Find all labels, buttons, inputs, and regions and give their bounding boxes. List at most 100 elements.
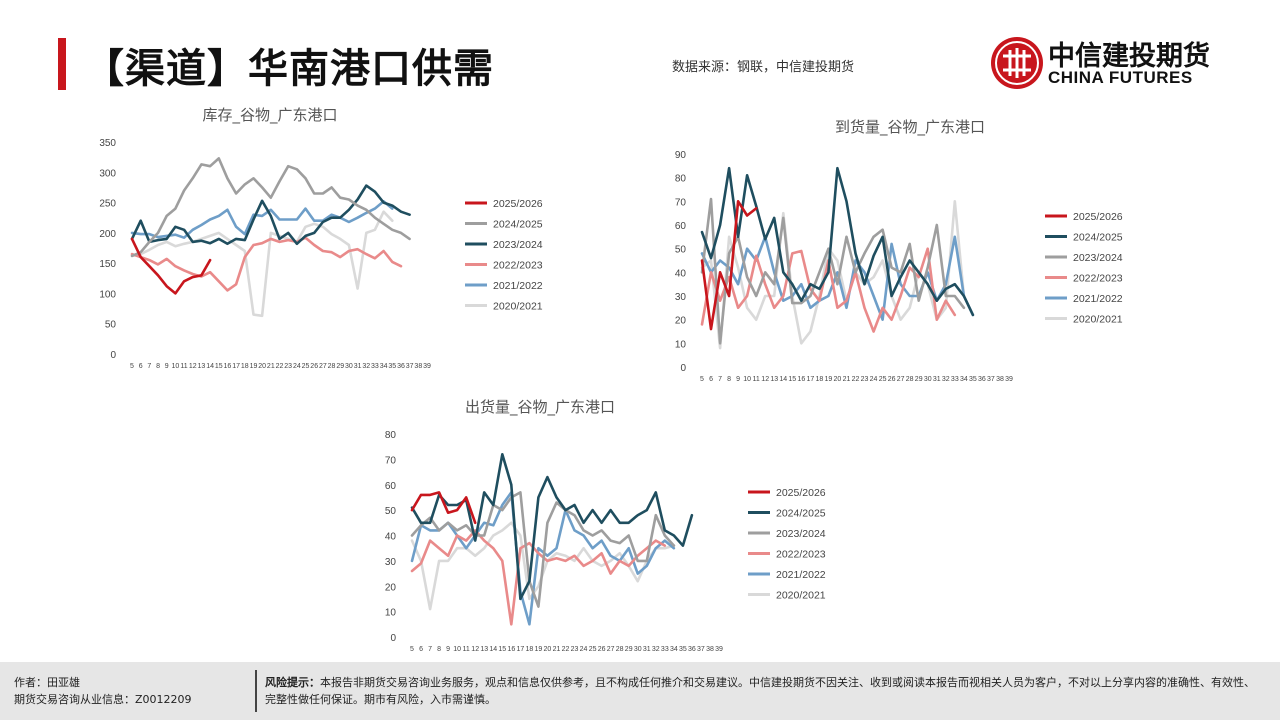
x-tick-label: 15 [788,376,796,383]
data-source: 数据来源：钢联，中信建投期货 [672,60,855,75]
y-tick-label: 300 [99,168,116,179]
x-tick-label: 19 [250,363,258,370]
x-tick-label: 30 [634,646,642,653]
x-tick-label: 7 [428,646,432,653]
x-tick-label: 5 [130,363,134,370]
x-tick-label: 20 [544,646,552,653]
x-tick-label: 16 [507,646,515,653]
x-tick-label: 36 [978,376,986,383]
x-tick-label: 7 [718,376,722,383]
x-tick-label: 26 [888,376,896,383]
x-tick-label: 36 [397,363,405,370]
y-tick-label: 100 [99,289,116,300]
series-line [410,453,694,601]
x-tick-label: 30 [345,363,353,370]
y-tick-label: 0 [680,363,686,374]
legend-label: 2023/2024 [776,528,826,540]
legend-label: 2025/2026 [776,487,826,499]
x-tick-label: 26 [310,363,318,370]
x-tick-label: 6 [709,376,713,383]
chart-title: 库存_谷物_广东港口 [202,106,337,125]
x-tick-label: 31 [354,363,362,370]
page-title: 【渠道】华南港口供需 [84,46,494,92]
x-tick-label: 33 [661,646,669,653]
y-tick-label: 50 [675,245,687,256]
y-tick-label: 60 [675,221,687,232]
y-tick-label: 250 [99,199,116,210]
x-tick-label: 10 [453,646,461,653]
series-line [700,197,966,345]
x-tick-label: 22 [276,363,284,370]
x-tick-label: 22 [562,646,570,653]
x-tick-label: 36 [688,646,696,653]
y-tick-label: 20 [385,582,397,593]
x-tick-label: 32 [362,363,370,370]
y-tick-label: 90 [675,150,687,161]
legend-label: 2023/2024 [493,239,543,251]
x-tick-label: 24 [580,646,588,653]
x-tick-label: 9 [446,646,450,653]
x-tick-label: 10 [743,376,751,383]
x-tick-label: 25 [302,363,310,370]
legend-label: 2022/2023 [493,260,543,272]
y-tick-label: 70 [675,197,687,208]
x-tick-label: 33 [951,376,959,383]
x-tick-label: 6 [419,646,423,653]
title-accent-bar [58,38,66,90]
x-tick-label: 23 [861,376,869,383]
y-tick-label: 80 [385,430,397,441]
logo-chinese-name: 中信建投期货 [1048,41,1210,72]
y-tick-label: 40 [385,532,397,543]
x-tick-label: 37 [987,376,995,383]
x-tick-label: 13 [480,646,488,653]
x-tick-label: 17 [806,376,814,383]
x-tick-label: 15 [215,363,223,370]
legend-label: 2022/2023 [776,549,826,561]
series-line [410,491,676,626]
x-tick-label: 34 [380,363,388,370]
x-tick-label: 10 [171,363,179,370]
footer-divider [255,670,257,712]
legend-label: 2024/2025 [493,219,543,231]
legend-label: 2021/2022 [493,280,543,292]
x-tick-label: 24 [293,363,301,370]
x-tick-label: 30 [924,376,932,383]
x-tick-label: 11 [753,376,760,383]
x-tick-label: 16 [797,376,805,383]
y-tick-label: 30 [385,557,397,568]
x-tick-label: 35 [969,376,977,383]
x-tick-label: 18 [815,376,823,383]
x-tick-label: 19 [535,646,543,653]
legend-label: 2023/2024 [1073,252,1123,264]
x-tick-label: 14 [489,646,497,653]
x-tick-label: 35 [679,646,687,653]
legend-label: 2021/2022 [776,569,826,581]
y-tick-label: 50 [385,506,397,517]
x-tick-label: 17 [232,363,240,370]
x-tick-label: 13 [198,363,206,370]
y-tick-label: 10 [675,339,687,350]
y-tick-label: 0 [110,350,116,361]
x-tick-label: 34 [960,376,968,383]
x-tick-label: 18 [241,363,249,370]
legend-label: 2021/2022 [1073,293,1123,305]
x-tick-label: 26 [598,646,606,653]
x-tick-label: 22 [852,376,860,383]
x-tick-label: 13 [770,376,778,383]
inventory-chart: 库存_谷物_广东港口 0 50 100 150 200 250 300 350 5 6 7 8 9 10 11… [99,106,543,370]
y-tick-label: 60 [385,481,397,492]
x-tick-label: 38 [996,376,1004,383]
chart-title: 到货量_谷物_广东港口 [835,118,985,137]
x-tick-label: 14 [206,363,214,370]
x-tick-label: 33 [371,363,379,370]
x-tick-label: 27 [319,363,327,370]
x-tick-label: 31 [933,376,941,383]
x-tick-label: 31 [643,646,651,653]
x-tick-label: 6 [139,363,143,370]
x-tick-label: 9 [165,363,169,370]
legend-label: 2025/2026 [1073,211,1123,223]
series-line [700,166,975,317]
y-tick-label: 30 [675,292,687,303]
x-tick-label: 16 [224,363,232,370]
